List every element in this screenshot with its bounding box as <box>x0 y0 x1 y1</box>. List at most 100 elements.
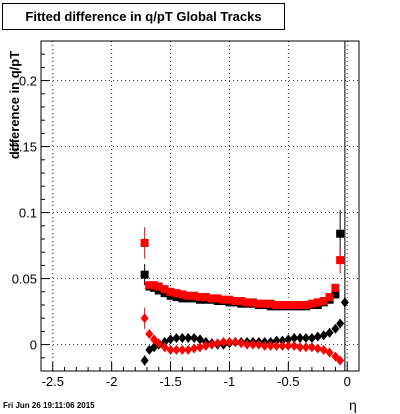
data-point-square <box>237 297 246 306</box>
data-point-diamond <box>296 342 305 353</box>
data-point-square <box>302 301 310 309</box>
data-point-square <box>272 301 281 309</box>
data-point-diamond <box>340 297 349 308</box>
data-point-square <box>307 299 316 308</box>
data-point-diamond <box>190 333 199 343</box>
data-point-diamond <box>190 343 199 354</box>
data-point-diamond <box>160 342 169 353</box>
data-point-square <box>284 301 293 309</box>
data-point-square <box>207 294 216 303</box>
y-tick-label: 0.1 <box>19 206 37 221</box>
data-point-square <box>331 283 340 292</box>
y-tick-label: 0 <box>30 338 37 353</box>
data-point-diamond <box>166 344 175 355</box>
data-point-diamond <box>272 335 281 346</box>
x-tick-label: -2.5 <box>42 374 64 389</box>
data-point-diamond <box>196 334 204 345</box>
data-point-square <box>260 299 269 308</box>
data-point-square <box>178 290 187 299</box>
data-point-diamond <box>302 333 310 343</box>
data-point-diamond <box>172 344 181 355</box>
data-point-diamond <box>319 330 328 341</box>
data-point-diamond <box>325 347 334 358</box>
data-point-square <box>219 295 228 304</box>
data-point-diamond <box>278 340 287 351</box>
data-point-diamond <box>319 344 328 355</box>
data-point-diamond <box>336 318 345 329</box>
x-tick-label: -2 <box>106 374 118 389</box>
data-point-square <box>336 256 345 265</box>
data-point-square <box>290 301 299 309</box>
data-point-square <box>145 281 154 290</box>
data-point-square <box>325 293 334 302</box>
data-point-square <box>140 238 149 247</box>
data-point-square <box>296 301 305 309</box>
data-point-diamond <box>278 335 287 346</box>
data-point-square <box>172 289 181 298</box>
data-point-diamond <box>313 331 322 342</box>
x-tick-label: -0.5 <box>277 374 299 389</box>
data-point-square <box>201 293 210 302</box>
data-point-square <box>313 298 322 307</box>
y-axis-label: difference in q/pT <box>7 50 22 160</box>
data-point-diamond <box>284 340 293 351</box>
x-tick-label: -1.5 <box>159 374 181 389</box>
data-points <box>140 41 349 371</box>
plot-frame <box>40 40 360 372</box>
data-point-square <box>249 298 257 307</box>
chart-title: Fitted difference in q/pT Global Tracks <box>25 9 262 24</box>
data-point-diamond <box>178 344 187 355</box>
data-point-diamond <box>225 336 234 347</box>
data-point-square <box>225 295 234 304</box>
data-point-square <box>336 229 345 238</box>
data-point-diamond <box>231 336 240 347</box>
data-point-diamond <box>207 339 216 350</box>
data-point-diamond <box>140 355 149 366</box>
y-tick-label: 0.15 <box>12 140 37 155</box>
data-point-square <box>213 294 222 303</box>
data-point-square <box>254 299 263 308</box>
data-point-diamond <box>266 340 275 351</box>
timestamp-footer: Fri Jun 26 19:11:06 2015 <box>3 401 95 410</box>
data-point-diamond <box>178 333 187 343</box>
data-point-diamond <box>331 323 340 334</box>
x-tick-label: -1 <box>224 374 236 389</box>
data-point-diamond <box>313 343 322 354</box>
data-point-diamond <box>140 313 149 324</box>
data-point-diamond <box>154 338 163 349</box>
data-point-diamond <box>184 333 193 343</box>
data-point-diamond <box>254 339 263 350</box>
data-point-diamond <box>272 340 281 351</box>
y-tick-label: 0.2 <box>19 74 37 89</box>
title-box: Fitted difference in q/pT Global Tracks <box>2 3 285 30</box>
axes: -2.5 -2 -1.5 -1 -0.5 0 0 0.05 0.1 0.15 0.2 <box>12 40 360 389</box>
data-point-square <box>190 291 199 300</box>
data-point-diamond <box>184 344 193 355</box>
data-point-square <box>140 270 149 279</box>
data-point-square <box>184 291 193 300</box>
grid-lines <box>41 41 359 371</box>
data-point-diamond <box>213 338 222 349</box>
data-point-diamond <box>160 336 169 347</box>
data-point-square <box>196 293 204 302</box>
data-point-square <box>243 298 252 307</box>
data-point-square <box>278 301 287 309</box>
x-tick-label: 0 <box>344 374 351 389</box>
data-point-diamond <box>166 334 175 345</box>
y-tick-label: 0.05 <box>12 272 37 287</box>
data-point-diamond <box>196 342 204 353</box>
data-point-square <box>331 290 340 299</box>
data-point-square <box>166 287 175 296</box>
data-point-diamond <box>249 339 257 350</box>
data-point-diamond <box>296 333 305 343</box>
data-point-diamond <box>172 333 181 343</box>
data-point-diamond <box>336 355 345 366</box>
data-point-diamond <box>243 339 252 350</box>
data-point-diamond <box>290 333 299 343</box>
data-point-square <box>266 299 275 308</box>
data-point-square <box>319 297 328 306</box>
data-point-diamond <box>302 342 310 353</box>
data-point-diamond <box>307 333 316 343</box>
data-point-diamond <box>219 336 228 347</box>
